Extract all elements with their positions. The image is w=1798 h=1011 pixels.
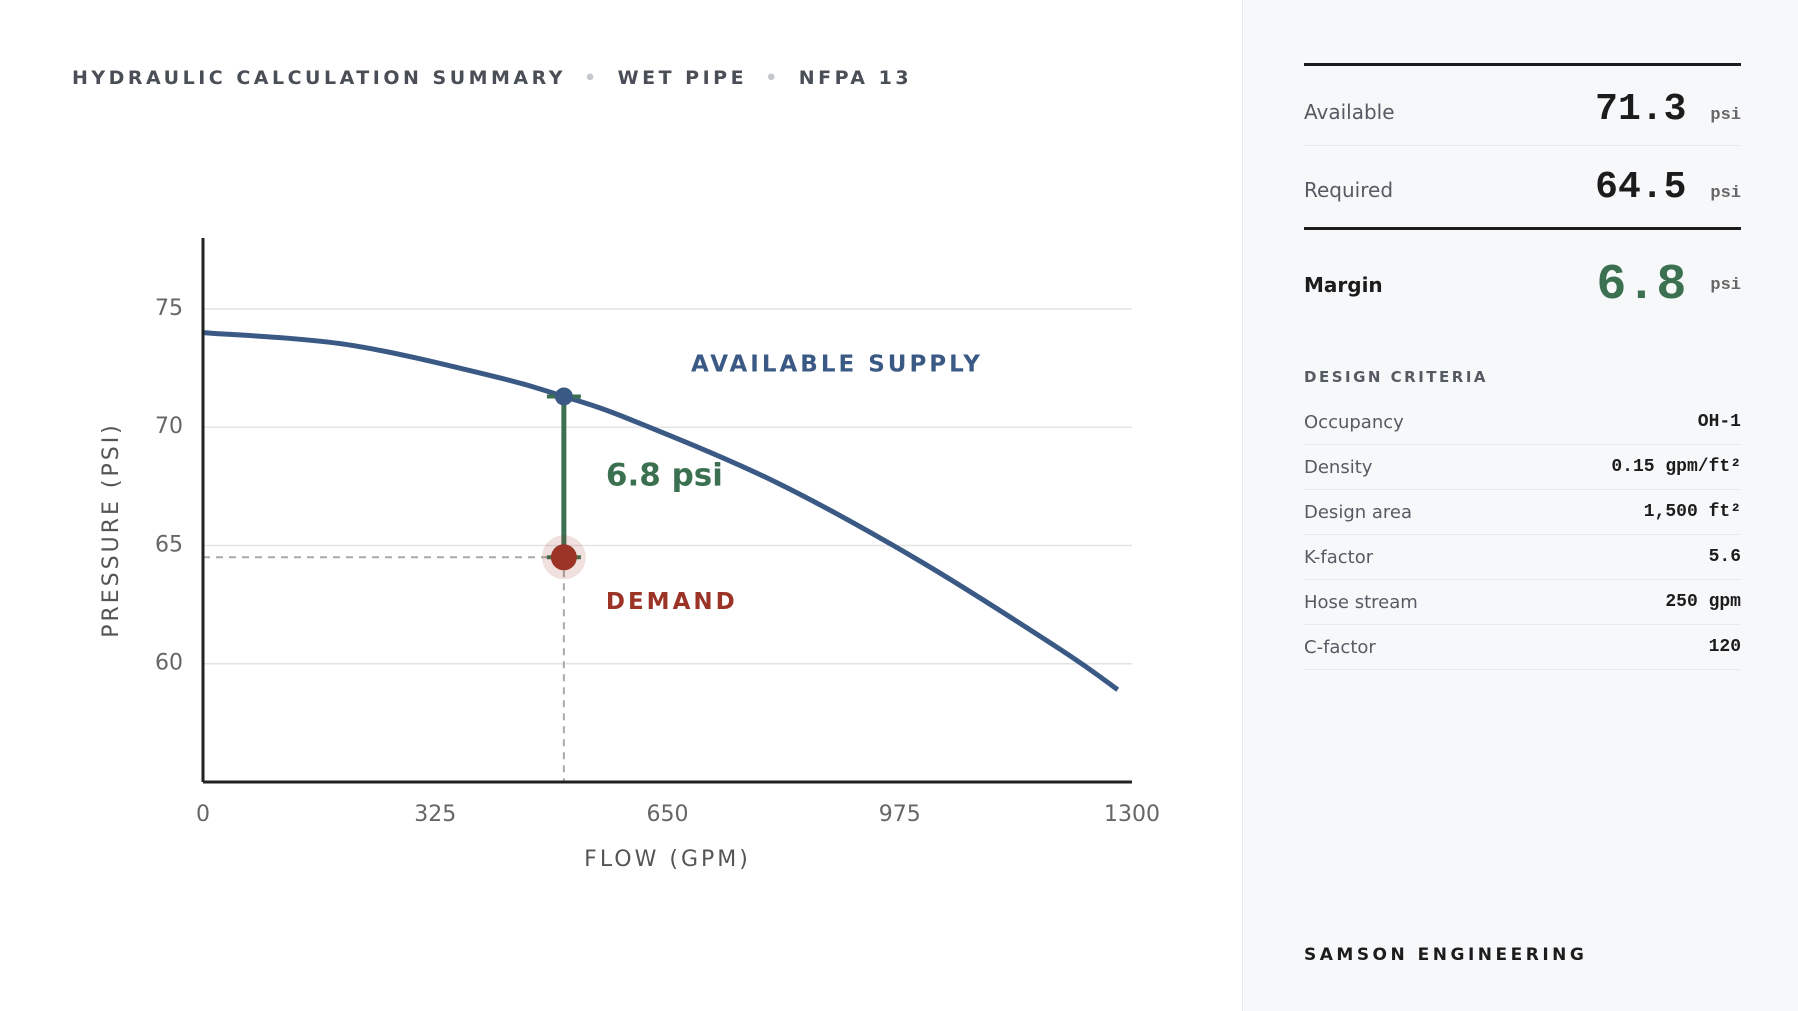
header-part: HYDRAULIC CALCULATION SUMMARY — [72, 67, 566, 89]
criteria-value: 0.15 gpm/ft² — [1611, 457, 1741, 477]
criteria-key: C-factor — [1304, 636, 1376, 658]
criteria-key: K-factor — [1304, 546, 1374, 568]
criteria-row: C-factor 120 — [1304, 625, 1741, 670]
x-tick-label: 325 — [414, 802, 456, 827]
margin-value: 6.8 — [1596, 256, 1687, 314]
y-tick-label: 70 — [155, 414, 183, 439]
summary-row: Required 64.5 psi — [1304, 158, 1741, 224]
margin-label: Margin — [1304, 273, 1383, 297]
summary-value: 64.5 — [1595, 166, 1687, 209]
y-tick-label: 75 — [155, 296, 183, 321]
summary-value: 71.3 — [1595, 88, 1687, 131]
summary-label: Required — [1304, 178, 1394, 202]
margin-row: Margin 6.8 psi — [1304, 250, 1741, 320]
criteria-row: K-factor 5.6 — [1304, 535, 1741, 580]
y-axis-label: PRESSURE (PSI) — [99, 422, 124, 638]
summary-unit: psi — [1710, 106, 1741, 125]
criteria-row: Density 0.15 gpm/ft² — [1304, 445, 1741, 490]
x-tick-label: 975 — [879, 802, 921, 827]
criteria-value: 5.6 — [1708, 547, 1741, 567]
summary-label: Available — [1304, 100, 1395, 124]
header-part: WET PIPE — [618, 67, 747, 89]
criteria-value: 250 gpm — [1665, 592, 1741, 612]
supply-point — [554, 387, 573, 406]
divider — [1304, 227, 1741, 230]
separator: • — [765, 67, 781, 89]
criteria-key: Occupancy — [1304, 411, 1404, 433]
margin-label: 6.8 psi — [606, 457, 723, 493]
x-axis-label: FLOW (GPM) — [584, 847, 751, 872]
criteria-value: 1,500 ft² — [1643, 502, 1741, 522]
section-title: DESIGN CRITERIA — [1304, 368, 1489, 386]
criteria-row: Hose stream 250 gpm — [1304, 580, 1741, 625]
series-label: AVAILABLE SUPPLY — [691, 352, 983, 378]
supply-curve — [202, 330, 1120, 692]
series-label: DEMAND — [606, 589, 738, 615]
criteria-key: Design area — [1304, 501, 1413, 523]
x-tick-label: 0 — [196, 802, 210, 827]
demand-point — [550, 544, 577, 571]
criteria-value: 120 — [1708, 637, 1741, 657]
y-tick-label: 65 — [155, 532, 183, 557]
separator: • — [584, 67, 600, 89]
footer: SAMSON ENGINEERING — [1304, 945, 1588, 965]
criteria-key: Hose stream — [1304, 591, 1418, 613]
sidebar: Available 71.3 psi Required 64.5 psi Mar… — [1242, 0, 1798, 1011]
summary-unit: psi — [1710, 184, 1741, 203]
y-tick-label: 60 — [155, 651, 183, 676]
header-part: NFPA 13 — [799, 67, 912, 89]
criteria-row: Design area 1,500 ft² — [1304, 490, 1741, 535]
criteria-key: Density — [1304, 456, 1373, 478]
header-title: HYDRAULIC CALCULATION SUMMARY • WET PIPE • N… — [72, 67, 912, 89]
x-tick-label: 650 — [647, 802, 689, 827]
summary-row: Available 71.3 psi — [1304, 80, 1741, 146]
divider — [1304, 63, 1741, 66]
margin-unit: psi — [1710, 275, 1741, 295]
criteria-value: OH-1 — [1697, 412, 1741, 432]
chart: HYDRAULIC CALCULATION SUMMARY • WET PIPE • N… — [72, 67, 1160, 873]
criteria-row: Occupancy OH-1 — [1304, 400, 1741, 445]
x-tick-label: 1300 — [1104, 802, 1160, 827]
